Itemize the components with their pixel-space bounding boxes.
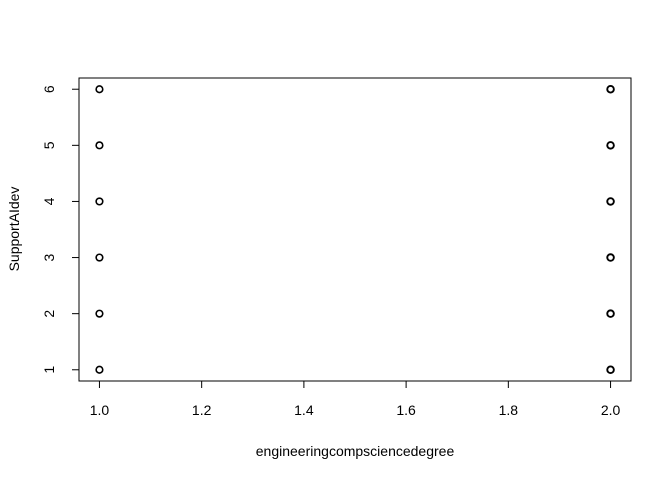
- x-tick-label: 2.0: [601, 402, 621, 418]
- data-point: [606, 84, 615, 94]
- data-point: [95, 365, 104, 374]
- y-tick-label: 1: [41, 366, 57, 374]
- x-tick-label: 1.2: [192, 402, 212, 418]
- plot-box: [78, 77, 632, 382]
- y-axis: 1 2 3 4 5 6: [41, 85, 80, 374]
- data-points: [95, 84, 615, 375]
- data-point: [606, 365, 615, 375]
- y-tick-label: 5: [41, 141, 57, 149]
- data-point: [606, 309, 615, 318]
- data-point: [95, 197, 104, 206]
- x-tick-label: 1.0: [90, 402, 110, 418]
- data-point: [95, 309, 104, 318]
- y-tick-label: 3: [41, 253, 57, 261]
- y-tick-label: 6: [41, 85, 57, 93]
- data-point: [606, 253, 615, 262]
- y-tick-label: 2: [41, 310, 57, 318]
- x-axis: 1.0 1.2 1.4 1.6 1.8 2.0: [90, 380, 621, 418]
- x-tick-label: 1.4: [294, 402, 314, 418]
- data-point: [606, 141, 615, 150]
- data-point: [95, 141, 104, 150]
- x-tick-label: 1.8: [499, 402, 519, 418]
- y-tick-label: 4: [41, 197, 57, 205]
- x-axis-label: engineeringcompsciencedegree: [256, 443, 455, 459]
- data-point: [606, 197, 615, 206]
- x-tick-label: 1.6: [396, 402, 416, 418]
- y-axis-label: SupportAIdev: [6, 187, 22, 272]
- data-point: [95, 253, 104, 262]
- data-point: [95, 85, 104, 94]
